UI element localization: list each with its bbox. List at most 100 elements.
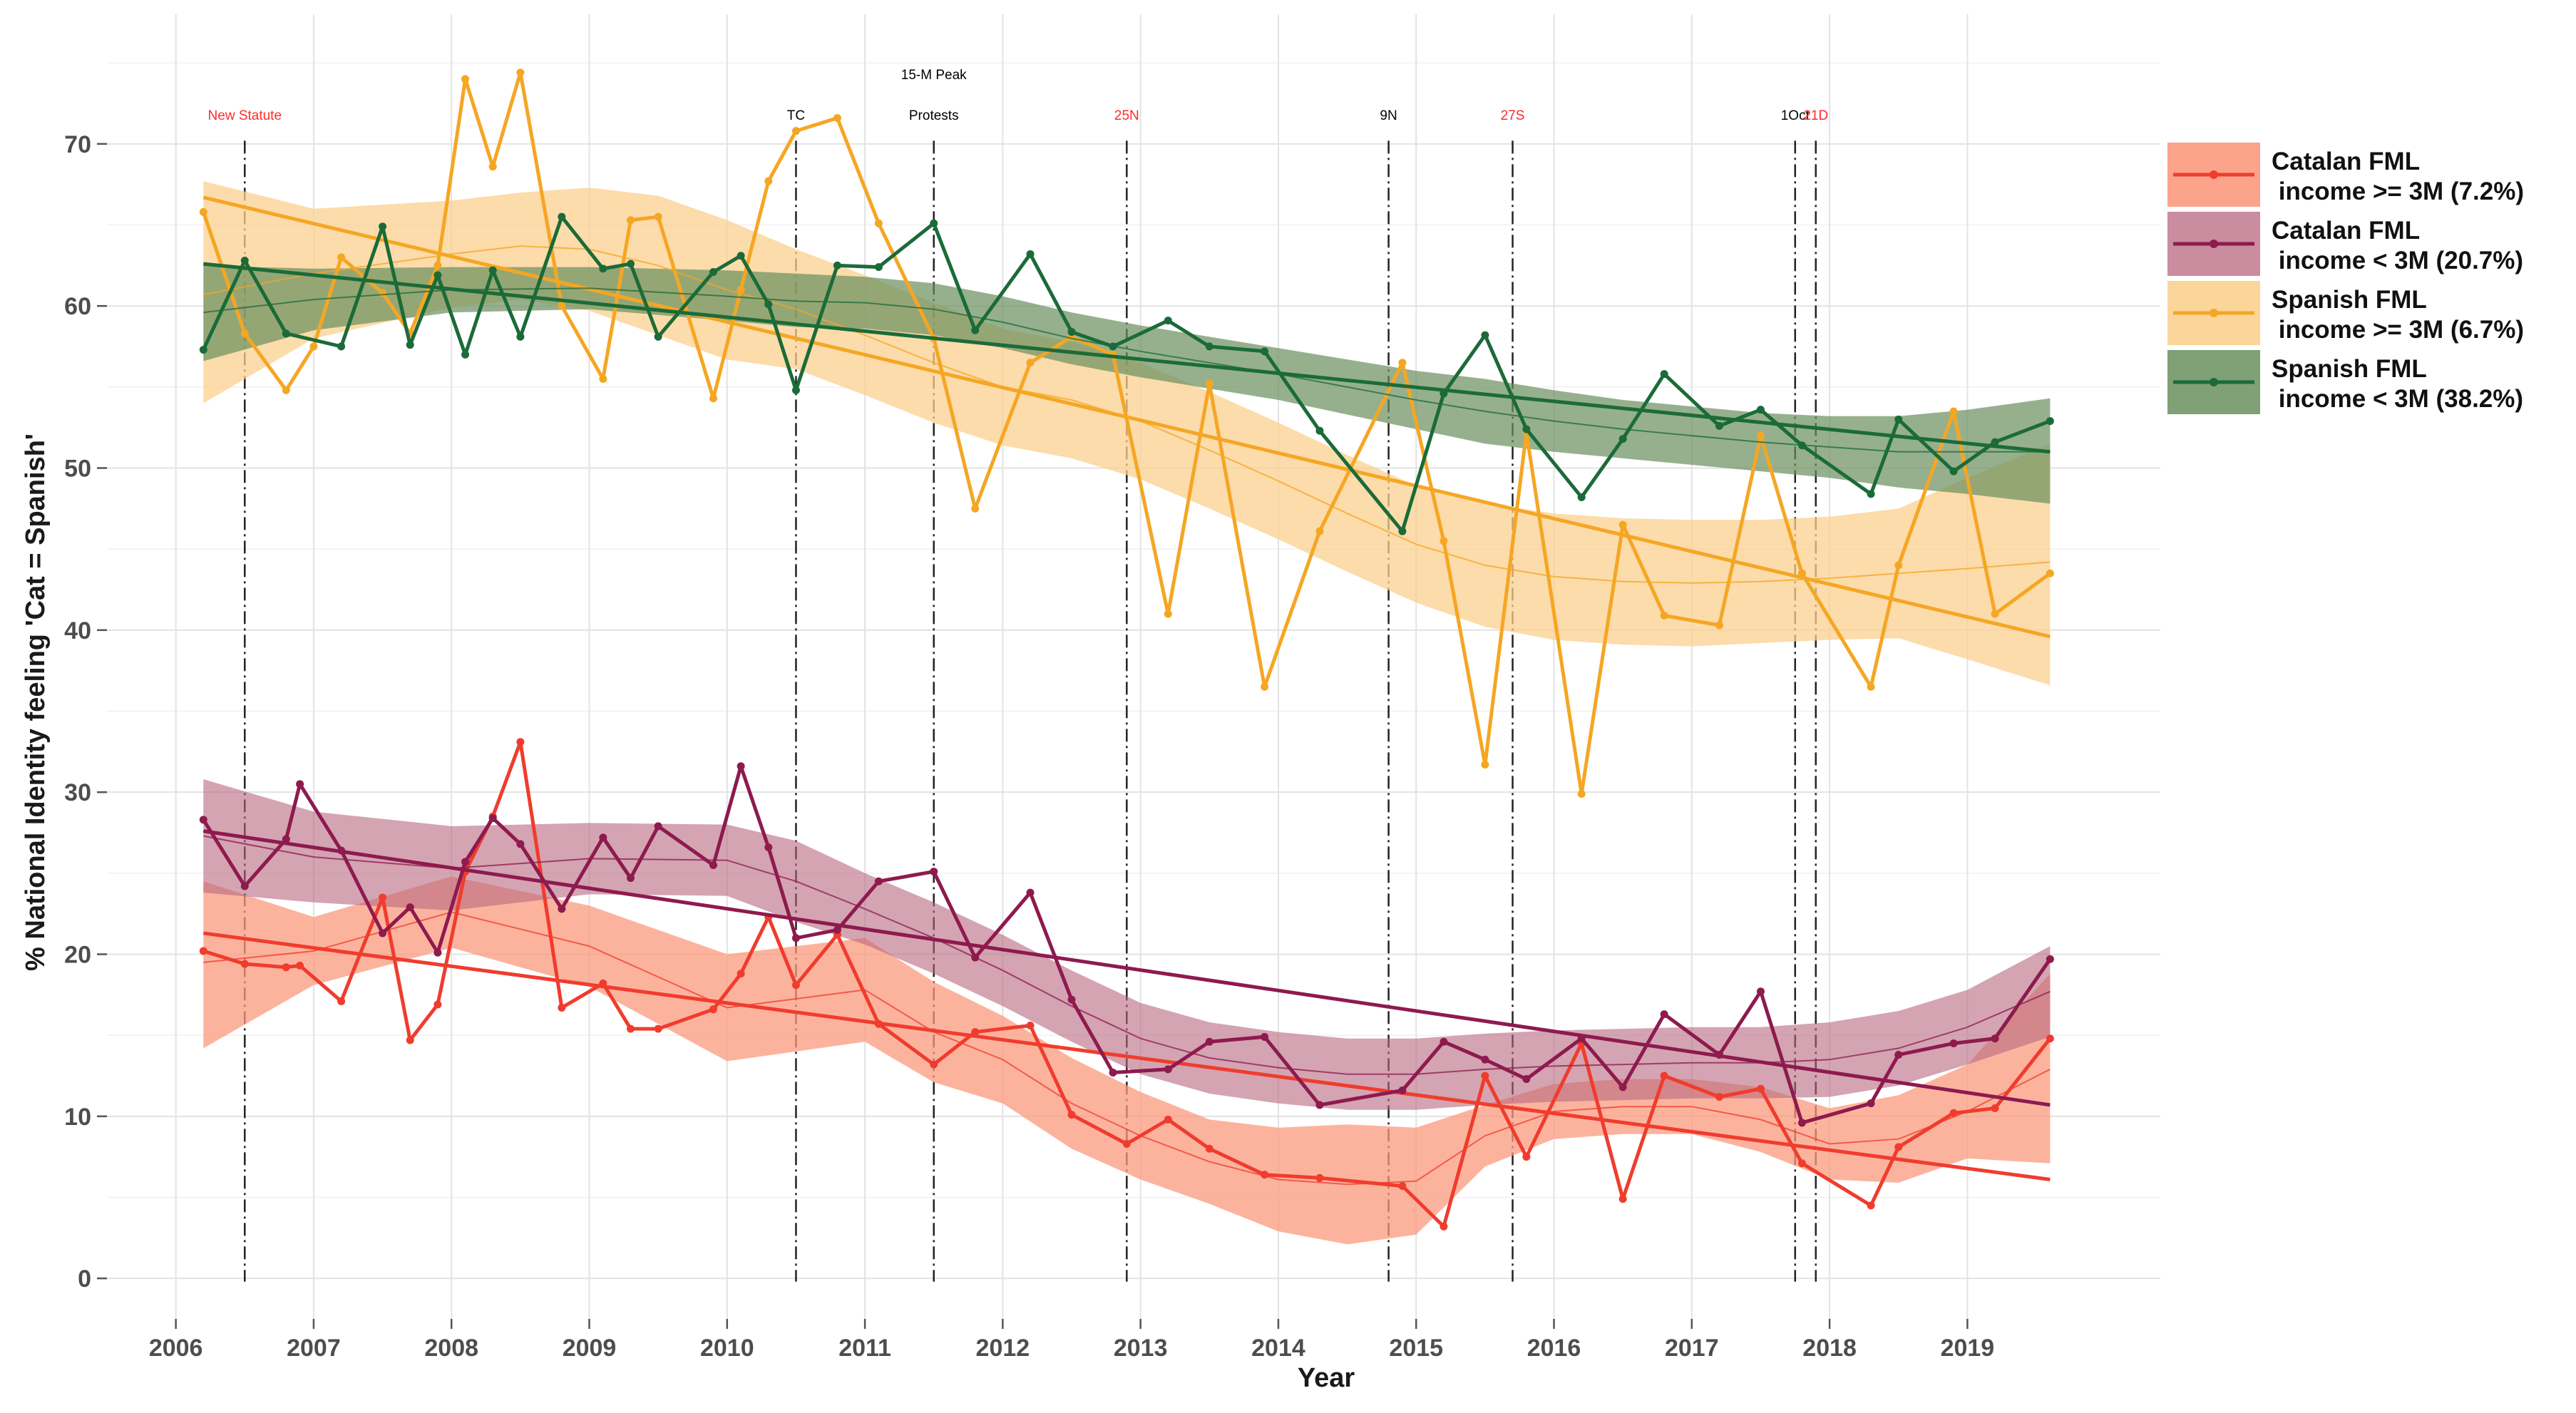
data-point: [1894, 1050, 1903, 1059]
data-point: [709, 394, 717, 403]
legend-label: Spanish FML: [2272, 355, 2427, 383]
data-point: [1522, 1153, 1531, 1161]
data-point: [1398, 1182, 1407, 1191]
data-point: [1797, 569, 1806, 577]
y-tick-label: 20: [64, 942, 91, 969]
data-point: [1797, 1159, 1806, 1168]
event-label: 25N: [1114, 108, 1139, 123]
data-point: [433, 261, 442, 269]
data-point: [1440, 537, 1448, 545]
data-point: [337, 342, 346, 351]
data-point: [240, 329, 249, 338]
confidence-band: [203, 779, 2051, 1110]
event-label: New Statute: [208, 108, 282, 123]
data-point: [709, 267, 717, 276]
data-point: [1481, 761, 1489, 769]
data-point: [379, 929, 387, 937]
data-point: [488, 163, 497, 171]
legend-point: [2210, 170, 2218, 179]
data-point: [461, 350, 470, 359]
data-point: [406, 1036, 414, 1044]
data-point: [1894, 1143, 1903, 1151]
data-point: [1067, 995, 1076, 1004]
legend-label-detail: income < 3M (38.2%): [2272, 385, 2523, 413]
data-point: [1867, 1099, 1875, 1108]
data-point: [599, 833, 607, 842]
data-point: [1205, 342, 1213, 351]
data-point: [1660, 370, 1668, 379]
data-point: [199, 346, 207, 354]
y-tick-label: 30: [64, 779, 91, 806]
data-point: [337, 997, 346, 1005]
legend-point: [2210, 240, 2218, 248]
event-label: 15-M Peak: [901, 68, 967, 83]
data-point: [558, 1004, 566, 1012]
data-point: [1894, 415, 1903, 423]
data-point: [1756, 406, 1765, 414]
y-axis-title: % National Identity feeling 'Cat = Spani…: [21, 433, 51, 971]
legend-label: Spanish FML: [2272, 286, 2427, 314]
data-point: [296, 780, 304, 788]
data-point: [309, 342, 318, 351]
data-point: [406, 903, 414, 912]
data-point: [379, 222, 387, 231]
data-point: [764, 843, 773, 851]
x-tick-label: 2013: [1114, 1335, 1168, 1362]
y-tick-label: 10: [64, 1104, 91, 1131]
event-label: TC: [787, 108, 805, 123]
data-point: [1660, 611, 1668, 620]
data-point: [1109, 342, 1117, 351]
data-point: [1715, 1093, 1723, 1101]
data-point: [516, 332, 525, 341]
data-point: [1577, 1034, 1586, 1043]
x-tick-label: 2019: [1941, 1335, 1995, 1362]
data-point: [199, 947, 207, 955]
data-point: [654, 822, 662, 831]
data-point: [337, 253, 346, 262]
data-point: [874, 263, 883, 272]
data-point: [930, 219, 938, 227]
data-point: [1991, 610, 1999, 618]
x-tick-label: 2017: [1665, 1335, 1719, 1362]
data-point: [282, 963, 290, 972]
data-point: [1618, 1083, 1627, 1091]
data-point: [930, 868, 938, 876]
data-point: [558, 212, 566, 221]
legend-label-detail: income >= 3M (7.2%): [2272, 178, 2524, 205]
data-point: [199, 207, 207, 216]
data-point: [433, 271, 442, 279]
data-point: [1026, 359, 1035, 367]
data-point: [1756, 431, 1765, 440]
data-point: [1398, 527, 1407, 535]
legend-label-detail: income >= 3M (6.7%): [2272, 316, 2524, 344]
data-point: [1867, 1201, 1875, 1210]
data-point: [1991, 438, 1999, 446]
data-point: [1261, 682, 1269, 691]
data-point: [516, 738, 525, 746]
data-point: [971, 953, 980, 962]
data-point: [737, 285, 745, 294]
x-tick-label: 2009: [563, 1335, 617, 1362]
data-point: [791, 934, 800, 942]
smooth-curve: [203, 245, 2051, 584]
data-point: [2046, 955, 2054, 963]
data-point: [1315, 1173, 1324, 1182]
event-label: Protests: [909, 108, 959, 123]
legend-label: Catalan FML: [2272, 148, 2420, 175]
x-tick-label: 2012: [976, 1335, 1030, 1362]
data-point: [296, 961, 304, 970]
data-point: [282, 329, 290, 338]
data-point: [1481, 331, 1489, 339]
data-point: [1660, 1072, 1668, 1080]
data-point: [488, 814, 497, 823]
data-point: [1109, 1068, 1117, 1077]
data-point: [199, 816, 207, 824]
data-point: [1164, 610, 1172, 618]
data-point: [1949, 467, 1958, 476]
data-point: [1205, 1144, 1213, 1153]
x-tick-label: 2016: [1527, 1335, 1581, 1362]
data-point: [599, 979, 607, 987]
data-point: [1756, 987, 1765, 996]
data-point: [1522, 425, 1531, 433]
